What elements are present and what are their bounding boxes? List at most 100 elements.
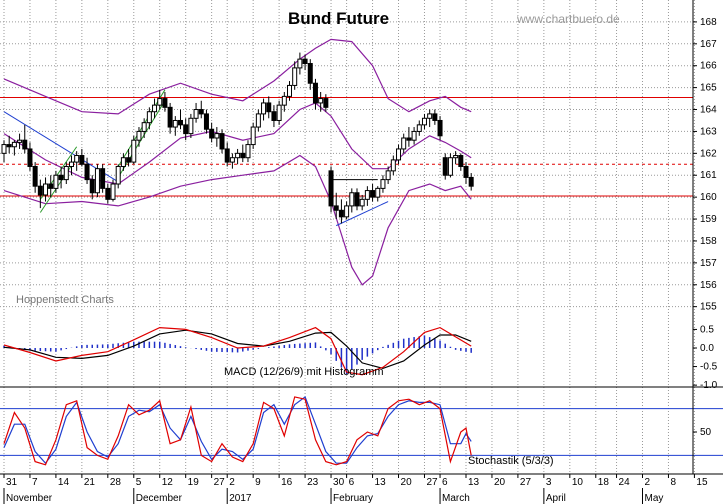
price-tick-label: 160: [700, 192, 717, 203]
macd-tick-label: 0.0: [700, 343, 714, 354]
candle-body: [126, 157, 132, 163]
price-tick-label: 167: [700, 39, 717, 50]
candle-body: [307, 63, 313, 84]
candle-body: [58, 174, 64, 181]
x-tick-label: 10: [572, 477, 584, 488]
x-tick-label: 12: [162, 477, 174, 488]
candle-body: [411, 130, 417, 141]
candle-body: [240, 152, 246, 159]
candle-body: [375, 187, 381, 198]
candle-body: [89, 179, 95, 194]
candle-body: [396, 148, 402, 161]
candle-body: [183, 124, 189, 135]
macd-line: [3, 326, 472, 376]
candle-body: [250, 126, 256, 146]
grid-layer: [0, 0, 695, 474]
bollinger-middle: [3, 102, 472, 185]
price-tick-label: 162: [700, 148, 717, 159]
candle-body: [84, 163, 90, 181]
candle-body: [338, 209, 344, 218]
x-tick-label: 9: [255, 477, 261, 488]
stochastic-panel: [0, 395, 723, 466]
candle-body: [79, 155, 85, 165]
x-tick-label: 27: [214, 477, 226, 488]
candle-body: [136, 130, 142, 141]
candle-body: [468, 176, 474, 187]
x-tick-label: 5: [136, 477, 142, 488]
macd-signal-line: [3, 329, 472, 370]
candle-body: [6, 144, 12, 148]
x-tick-label: 20: [494, 477, 506, 488]
x-tick-label: 7: [32, 477, 38, 488]
candle-body: [177, 119, 183, 126]
candle-body: [359, 198, 365, 207]
candle-body: [235, 152, 241, 159]
candle-body: [385, 170, 391, 181]
macd-label: MACD (12/26/9) mit Histogramm: [224, 366, 384, 378]
bollinger-lower: [3, 154, 472, 286]
candle-body: [302, 58, 308, 65]
price-tick-label: 164: [700, 105, 717, 116]
price-tick-label: 163: [700, 126, 717, 137]
credit-label: Hoppenstedt Charts: [16, 294, 114, 306]
candle-body: [27, 148, 33, 167]
price-tick-label: 158: [700, 236, 717, 247]
x-tick-label: 16: [281, 477, 293, 488]
trendline: [117, 89, 166, 167]
x-tick-label: 18: [598, 477, 610, 488]
candle-body: [380, 179, 386, 189]
candle-body: [276, 104, 282, 121]
candle-body: [141, 122, 147, 132]
price-tick-label: 159: [700, 214, 717, 225]
candle-body: [214, 133, 220, 139]
candle-body: [390, 159, 396, 172]
watermark: www.chartbuero.de: [516, 12, 620, 26]
candle-body: [427, 113, 433, 119]
candle-body: [100, 168, 106, 189]
macd-tick-label: 0.5: [700, 324, 714, 335]
x-tick-label: 2: [229, 477, 235, 488]
candle-body: [43, 183, 49, 196]
candle-body: [162, 98, 168, 108]
x-tick-label: 6: [349, 477, 355, 488]
price-tick-label: 161: [700, 170, 717, 181]
candle-body: [172, 119, 178, 128]
candle-body: [224, 148, 230, 163]
x-tick-label: 6: [442, 477, 448, 488]
candle-body: [68, 161, 74, 167]
x-tick-label: 28: [110, 477, 122, 488]
candle-body: [53, 174, 59, 189]
candle-body: [354, 192, 360, 207]
candle-body: [287, 84, 293, 97]
candle-body: [198, 109, 204, 115]
candle-body: [401, 137, 407, 150]
chart-title: Bund Future: [288, 9, 389, 28]
price-tick-label: 165: [700, 83, 717, 94]
candle-body: [245, 144, 251, 159]
price-tick-label: 156: [700, 280, 717, 291]
candle-body: [94, 168, 100, 194]
candle-body: [349, 192, 355, 207]
candle-body: [261, 102, 267, 115]
candle-body: [193, 109, 199, 119]
candle-body: [406, 137, 412, 141]
candle-body: [48, 183, 54, 189]
macd-tick-label: -0.5: [700, 362, 718, 373]
candle-body: [209, 128, 215, 139]
candle-body: [266, 102, 272, 113]
price-tick-label: 168: [700, 17, 717, 28]
candle-body: [1, 144, 7, 154]
candle-body: [157, 98, 163, 106]
x-tick-label: 19: [188, 477, 200, 488]
x-tick-label: 15: [696, 477, 708, 488]
x-tick-label: 27: [426, 477, 438, 488]
candle-body: [271, 111, 277, 121]
candle-body: [188, 117, 194, 135]
month-label: April: [546, 493, 566, 504]
candle-body: [432, 113, 438, 121]
candle-body: [328, 170, 334, 207]
month-label: December: [136, 493, 183, 504]
stochastic-d-line: [3, 395, 472, 465]
